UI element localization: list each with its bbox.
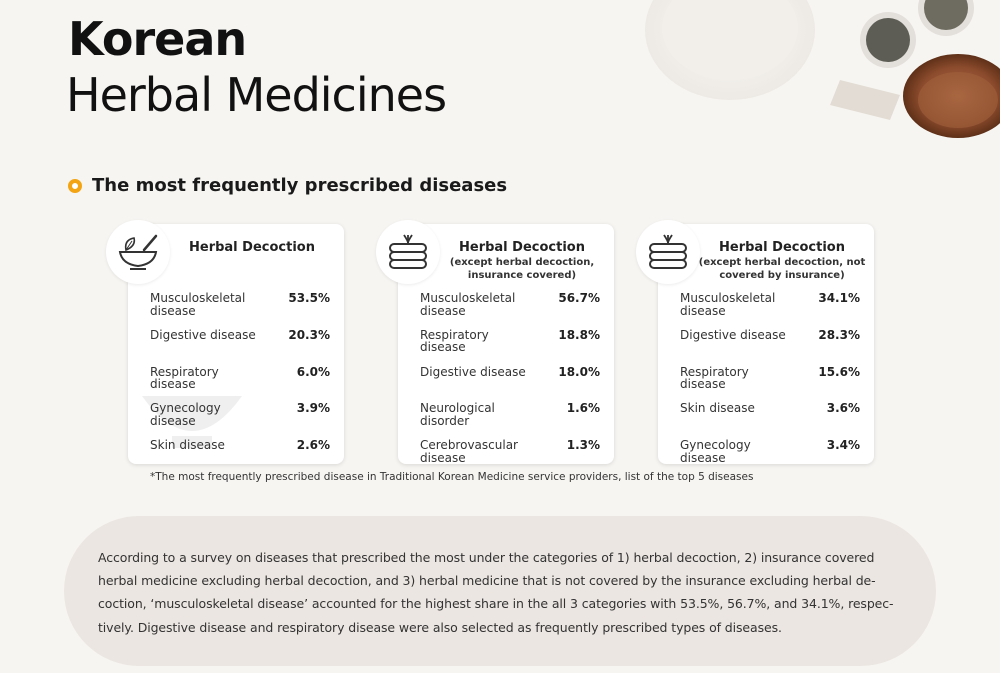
disease-share: 28.3% (818, 327, 860, 342)
list-item: Respiratory disease 15.6% (680, 364, 860, 403)
disease-name: Musculoskeletal disease (680, 291, 776, 318)
disease-share: 3.6% (826, 401, 860, 416)
list-item: Skin disease 2.6% (150, 439, 330, 476)
list-item: Cerebrovascular disease 1.3% (420, 439, 600, 476)
disease-share: 20.3% (288, 327, 330, 342)
list-item: Digestive disease 20.3% (150, 329, 330, 366)
page-title: Korean (68, 12, 247, 66)
disease-name: Respiratory disease (150, 364, 219, 392)
page-subtitle: Herbal Medicines (66, 68, 447, 122)
card-subtitle: (except herbal decoction, insurance cove… (449, 257, 595, 281)
disease-name: Gynecology disease (680, 438, 751, 465)
section-heading-text: The most frequently prescribed diseases (92, 175, 508, 196)
disease-share: 3.4% (826, 438, 860, 453)
card-subtitle: (except herbal decoction, not covered by… (698, 257, 866, 281)
disease-share: 15.6% (818, 364, 860, 379)
disease-list: Musculoskeletal disease 34.1% Digestive d… (680, 292, 860, 476)
herbal-ingredients-decoration (600, 0, 1000, 230)
disease-name: Musculoskeletal disease (420, 291, 516, 318)
disease-card-insurance-covered: Herbal Decoction (except herbal decoctio… (376, 220, 614, 464)
disease-name: Respiratory disease (420, 327, 489, 355)
disease-share: 6.0% (296, 364, 330, 379)
card-title: Herbal Decoction (459, 240, 585, 255)
disease-name: Respiratory disease (680, 364, 749, 392)
disease-share: 34.1% (818, 291, 860, 305)
disease-share: 53.5% (288, 291, 330, 305)
disease-name: Musculoskeletal disease (150, 291, 246, 318)
mortar-watermark-icon (142, 396, 242, 448)
disease-name: Neurological disorder (420, 401, 495, 428)
list-item: Respiratory disease 18.8% (420, 329, 600, 366)
disease-name: Digestive disease (150, 327, 256, 342)
icon-badge (106, 220, 170, 284)
list-item: Digestive disease 28.3% (680, 329, 860, 366)
disease-name: Skin disease (680, 401, 755, 416)
list-item: Neurological disorder 1.6% (420, 402, 600, 439)
list-item: Digestive disease 18.0% (420, 364, 600, 403)
herbal-pouch-icon (389, 234, 427, 269)
disease-name: Digestive disease (680, 327, 786, 342)
icon-badge (636, 220, 700, 284)
footnote: *The most frequently prescribed disease … (150, 471, 754, 483)
list-item: Gynecology disease 3.4% (680, 439, 860, 476)
disease-name: Digestive disease (420, 364, 526, 379)
summary-text: According to a survey on diseases that p… (98, 550, 894, 635)
disease-name: Gynecology disease (150, 401, 221, 428)
bullet-icon (68, 178, 82, 193)
disease-share: 18.0% (558, 364, 600, 379)
disease-name: Cerebrovascular disease (420, 438, 518, 465)
disease-share: 2.6% (296, 438, 330, 453)
herbal-pouch-icon (649, 234, 687, 269)
list-item: Respiratory disease 6.0% (150, 364, 330, 403)
disease-list: Musculoskeletal disease 56.7% Respiratory… (420, 292, 600, 476)
disease-share: 18.8% (558, 327, 600, 342)
list-item: Musculoskeletal disease 34.1% (680, 292, 860, 329)
disease-list: Musculoskeletal disease 53.5% Digestive d… (150, 292, 330, 476)
list-item: Gynecology disease 3.9% (150, 402, 330, 439)
disease-card-not-covered: Herbal Decoction (except herbal decoctio… (636, 220, 874, 464)
section-heading: The most frequently prescribed diseases (68, 175, 507, 196)
mortar-pestle-icon (118, 234, 158, 270)
disease-share: 1.3% (566, 438, 600, 453)
list-item: Musculoskeletal disease 56.7% (420, 292, 600, 329)
disease-share: 3.9% (296, 401, 330, 416)
list-item: Skin disease 3.6% (680, 402, 860, 439)
disease-share: 56.7% (558, 291, 600, 305)
disease-share: 1.6% (566, 401, 600, 416)
card-title: Herbal Decoction (189, 240, 315, 255)
summary-panel: According to a survey on diseases that p… (64, 516, 936, 666)
disease-card-herbal-decoction: Herbal Decoction Musculoskeletal disease… (106, 220, 344, 464)
disease-name: Skin disease (150, 438, 225, 453)
card-title: Herbal Decoction (719, 240, 845, 255)
icon-badge (376, 220, 440, 284)
list-item: Musculoskeletal disease 53.5% (150, 292, 330, 329)
